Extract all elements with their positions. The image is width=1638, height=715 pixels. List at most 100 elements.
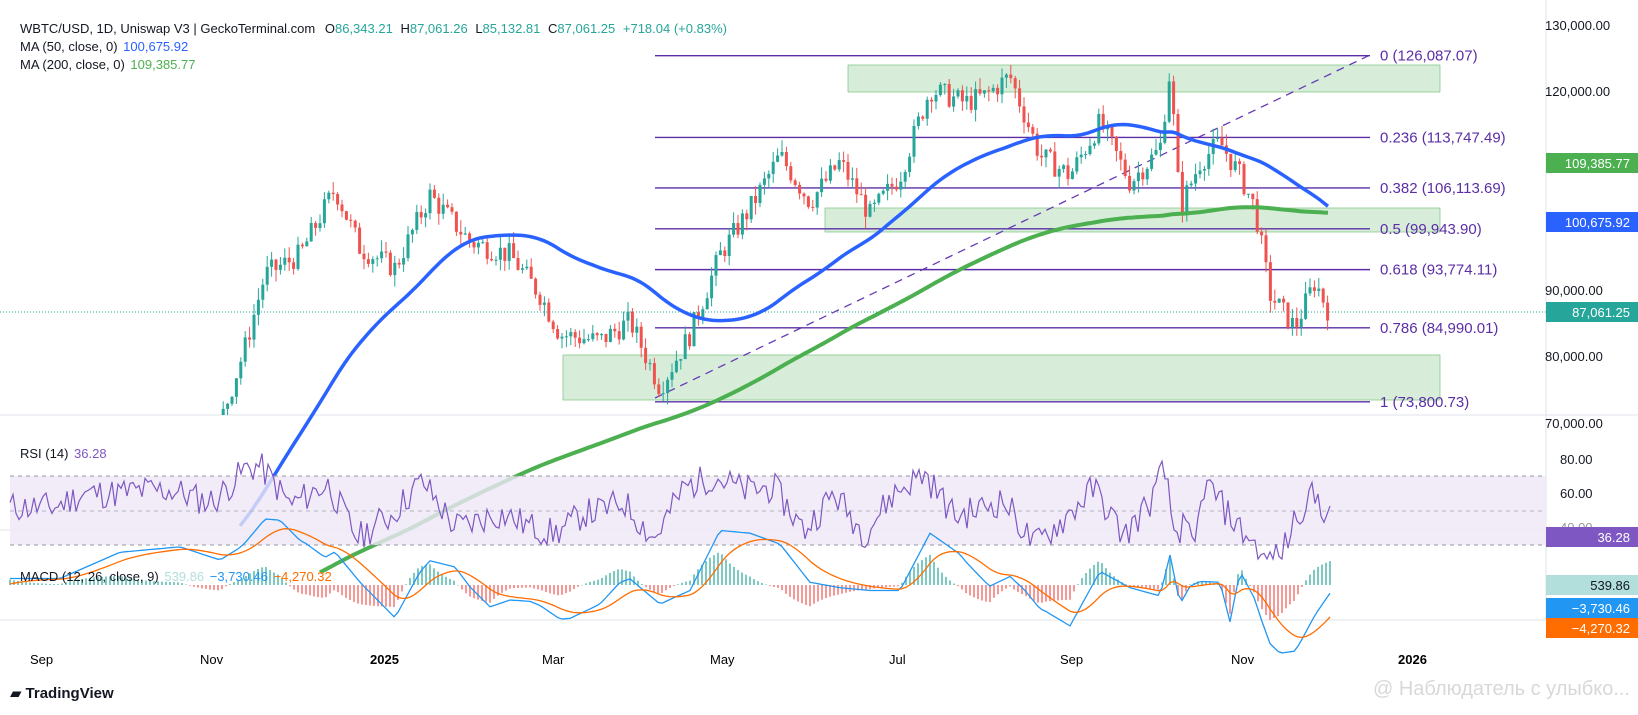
rsi-legend[interactable]: RSI (14) 36.28 — [20, 446, 107, 461]
candle-body — [850, 178, 854, 180]
ma200-legend[interactable]: MA (200, close, 0) 109,385.77 — [20, 57, 196, 72]
macd-bar — [405, 584, 407, 585]
candle-body — [1079, 154, 1083, 158]
macd-bar — [453, 580, 455, 585]
macd-bar — [645, 585, 647, 588]
macd-bar — [733, 566, 735, 585]
candle-body — [468, 233, 472, 243]
candle-body — [314, 223, 318, 228]
candle-body — [604, 333, 608, 342]
macd-bar — [1089, 568, 1091, 585]
macd-bar — [1181, 585, 1183, 600]
macd-bar — [853, 585, 855, 592]
candle-body — [762, 178, 766, 185]
macd-bar — [525, 585, 527, 588]
candle-body — [974, 89, 978, 110]
support-zone[interactable] — [562, 354, 1441, 401]
macd-bar — [1037, 585, 1039, 603]
candles — [221, 65, 1330, 415]
candle-body — [868, 203, 872, 217]
candle-body — [556, 329, 560, 339]
macd-bar — [197, 585, 199, 588]
fib-level-label: 0.618 (93,774.11) — [1380, 262, 1497, 279]
candle-body — [490, 258, 494, 261]
candle-body — [296, 244, 300, 269]
macd-bar — [65, 582, 67, 585]
macd-bar — [297, 585, 299, 593]
candle-body — [512, 243, 516, 259]
candle-body — [881, 190, 885, 194]
ma50-legend[interactable]: MA (50, close, 0) 100,675.92 — [20, 39, 189, 54]
tradingview-logo[interactable]: ▰ TradingView — [10, 684, 114, 703]
macd-bar — [1049, 585, 1051, 602]
candle-body — [916, 116, 920, 126]
macd-bar — [953, 583, 955, 585]
macd-bar — [1313, 569, 1315, 585]
candle-body — [437, 197, 441, 214]
candle-body — [674, 360, 678, 373]
candle-body — [1264, 235, 1268, 263]
candle-body — [221, 408, 225, 415]
macd-bar — [1101, 563, 1103, 585]
macd-bar — [1009, 585, 1011, 587]
macd-bar — [457, 584, 459, 586]
macd-bar — [497, 585, 499, 596]
candle-body — [740, 213, 744, 235]
macd-bar — [305, 585, 307, 595]
candle-body — [498, 247, 502, 260]
candle-body — [410, 229, 414, 235]
candle-body — [1070, 171, 1074, 179]
macd-bar — [1237, 574, 1239, 585]
candle-body — [903, 172, 907, 182]
macd-bar — [1233, 585, 1235, 593]
macd-bar — [741, 572, 743, 585]
fibonacci-retracement[interactable]: 0 (126,087.07) 0.236 (113,747.49) 0.382 (1… — [655, 48, 1506, 411]
macd-bar — [1273, 585, 1275, 618]
last-price-label: 87,061.25 — [1546, 302, 1638, 322]
candle-body — [415, 212, 419, 230]
macd-bar — [785, 585, 787, 594]
macd-bar — [541, 585, 543, 591]
fib-trend-line[interactable] — [654, 54, 1371, 399]
candle-body — [1185, 185, 1189, 213]
candle-body — [1198, 170, 1202, 175]
candle-body — [648, 363, 652, 365]
candle-body — [1119, 151, 1123, 160]
candle-body — [261, 284, 265, 300]
candle-body — [1312, 287, 1316, 291]
candle-body — [894, 186, 898, 190]
macd-bar — [53, 584, 55, 585]
macd-line — [10, 518, 1331, 654]
macd-bar — [1129, 585, 1131, 587]
candle-body — [1277, 298, 1281, 303]
macd-bar — [1029, 585, 1031, 599]
candle-body — [358, 227, 362, 254]
macd-bar — [781, 585, 783, 591]
macd-bar — [901, 582, 903, 585]
macd-bar — [317, 585, 319, 598]
symbol-title[interactable]: WBTC/USD, 1D, Uniswap V3 | GeckoTerminal… — [20, 21, 316, 36]
candle-body — [613, 328, 617, 332]
symbol-legend[interactable]: WBTC/USD, 1D, Uniswap V3 | GeckoTerminal… — [20, 21, 727, 36]
macd-bar — [1045, 585, 1047, 602]
macd-bar — [1137, 585, 1139, 588]
candle-body — [331, 192, 335, 195]
candle-body — [644, 347, 648, 364]
candle-body — [270, 259, 274, 267]
candle-body — [1295, 317, 1299, 328]
macd-bar — [889, 585, 891, 587]
mid-zone[interactable] — [824, 207, 1441, 233]
macd-legend[interactable]: MACD (12, 26, close, 9) 539.86 −3,730.46… — [20, 569, 332, 584]
watermark: @ Наблюдатель с улыбко... — [1373, 678, 1630, 700]
candle-body — [952, 96, 956, 107]
candle-body — [705, 298, 709, 310]
macd-bar — [1145, 585, 1147, 589]
candle-body — [441, 204, 445, 214]
macd-bar — [261, 567, 263, 585]
candle-body — [406, 234, 410, 259]
macd-bar — [1225, 585, 1227, 604]
candle-body — [718, 250, 722, 256]
time-tick: Jul — [889, 652, 906, 667]
resistance-zone[interactable] — [847, 64, 1441, 93]
